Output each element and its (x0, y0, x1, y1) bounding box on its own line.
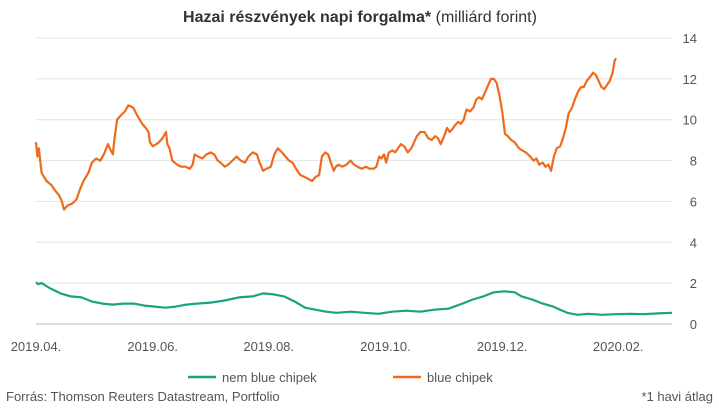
grid-lines (36, 37, 672, 325)
legend: nem blue chipek blue chipek (188, 370, 493, 385)
y-tick-label: 4 (690, 235, 697, 250)
x-tick-label: 2019.04. (11, 339, 62, 354)
y-tick-label: 2 (690, 276, 697, 291)
y-tick-label: 14 (683, 31, 697, 46)
series-lines (34, 57, 673, 316)
y-tick-label: 6 (690, 194, 697, 209)
y-tick-label: 12 (683, 72, 697, 87)
x-tick-label: 2019.08. (243, 339, 294, 354)
y-tick-label: 8 (690, 154, 697, 169)
chart-title: Hazai részvények napi forgalma* (milliár… (183, 9, 537, 26)
x-tick-label: 2020.02. (593, 339, 644, 354)
legend-label-1: blue chipek (427, 370, 493, 385)
footnote: *1 havi átlag (641, 389, 713, 404)
chart-subtitle: (milliárd forint) (436, 9, 537, 26)
x-tick-label: 2019.10. (360, 339, 411, 354)
y-axis-ticks: 0 2 4 6 8 10 12 14 (683, 31, 697, 332)
x-tick-label: 2019.12. (477, 339, 528, 354)
x-axis-ticks: 2019.04. 2019.06. 2019.08. 2019.10. 2019.12.… (11, 339, 644, 354)
y-tick-label: 0 (690, 317, 697, 332)
chart-title-main: Hazai részvények napi forgalma* (183, 9, 432, 26)
legend-label-0: nem blue chipek (222, 370, 317, 385)
series-line-0 (35, 281, 673, 316)
series-line-1 (34, 57, 618, 211)
y-tick-label: 10 (683, 113, 697, 128)
source-note: Forrás: Thomson Reuters Datastream, Port… (6, 389, 280, 404)
x-tick-label: 2019.06. (127, 339, 178, 354)
